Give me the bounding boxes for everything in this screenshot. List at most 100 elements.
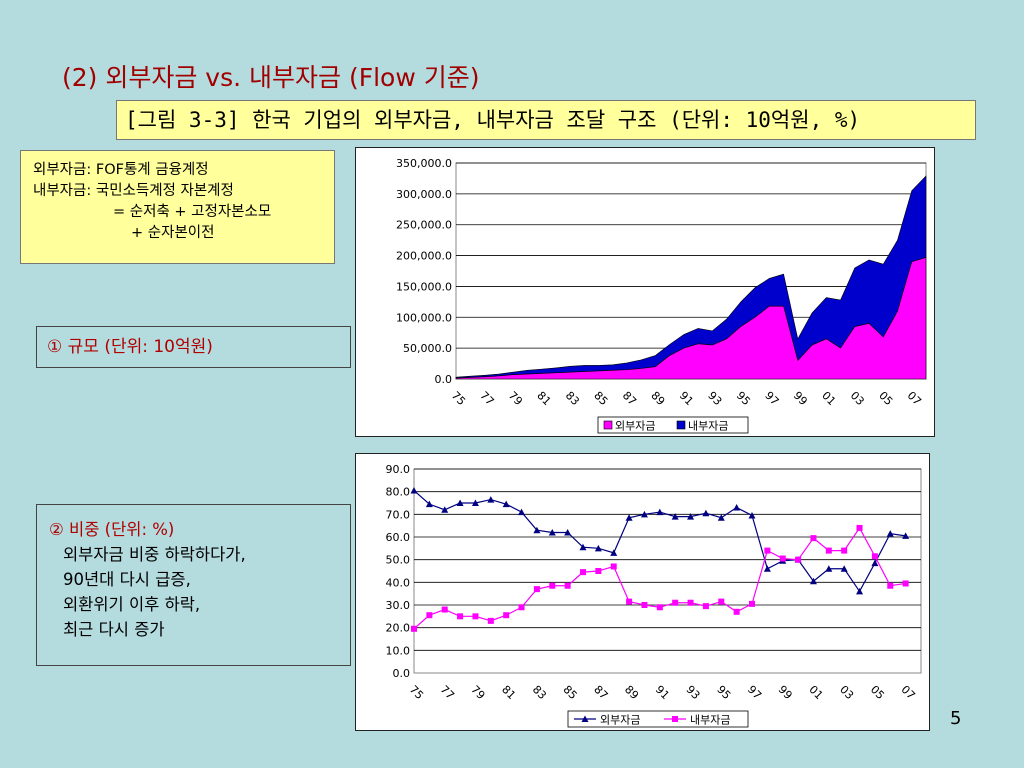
- data-point: [856, 587, 864, 595]
- share-line-chart: 0.0 10.0 20.0 30.0 40.0 50.0 60.0 70.0 80.0 90.0 7…: [355, 453, 930, 731]
- x-tick-label: 91: [653, 683, 672, 702]
- data-point: [471, 499, 479, 506]
- y-tick-label: 70.0: [386, 508, 411, 521]
- x-tick-label: 05: [876, 389, 895, 408]
- data-point: [672, 599, 679, 606]
- page-number: 5: [950, 708, 962, 729]
- scale-label: ① 규모 (단위: 10억원): [36, 326, 351, 368]
- x-tick-label: 93: [683, 683, 702, 702]
- data-point: [518, 604, 525, 611]
- data-point: [809, 577, 817, 585]
- data-point: [548, 528, 556, 536]
- note-line: + 순자본이전: [131, 225, 215, 241]
- share-line-chart-svg: 0.0 10.0 20.0 30.0 40.0 50.0 60.0 70.0 80.0 90.0 7…: [386, 463, 922, 728]
- data-point: [687, 513, 695, 520]
- data-point: [733, 504, 741, 511]
- data-point: [656, 604, 663, 611]
- x-tick-label: 77: [438, 683, 457, 702]
- data-point: [626, 598, 633, 605]
- x-tick-label: 91: [677, 389, 696, 408]
- share-note-line: 90년대 다시 급증,: [63, 570, 191, 589]
- data-point: [779, 555, 786, 562]
- y-tick-label: 350,000.0: [396, 157, 452, 170]
- y-tick-label: 150,000.0: [396, 280, 452, 293]
- x-tick-label: 01: [806, 683, 825, 702]
- data-point: [702, 603, 709, 610]
- data-point: [641, 602, 648, 608]
- legend-label: 외부자금: [600, 714, 640, 727]
- x-tick-label: 83: [563, 389, 582, 408]
- x-tick-label: 87: [591, 683, 610, 702]
- data-point: [795, 556, 802, 563]
- y-tick-label: 30.0: [386, 599, 411, 612]
- y-tick-label: 0.0: [435, 373, 453, 386]
- x-tick-label: 85: [591, 389, 610, 408]
- data-point: [564, 528, 572, 536]
- legend-label: 내부자금: [688, 420, 728, 433]
- data-point: [411, 625, 417, 632]
- data-point: [671, 513, 679, 520]
- y-tick-label: 200,000.0: [396, 250, 452, 263]
- x-tick-label: 99: [776, 683, 795, 702]
- y-tick-label: 80.0: [386, 486, 411, 499]
- y-tick-label: 100,000.0: [396, 311, 452, 324]
- note-line: = 순저축 + 고정자본소모: [113, 204, 272, 220]
- legend-label: 내부자금: [690, 714, 730, 727]
- data-point: [594, 544, 602, 552]
- note-line: 외부자금: FOF통계 금융계정: [33, 162, 209, 178]
- x-tick-label: 79: [506, 389, 525, 408]
- x-tick-label: 97: [762, 389, 781, 408]
- definition-note-box: 외부자금: FOF통계 금융계정 내부자금: 국민소득계정 자본계정 = 순저축…: [20, 150, 335, 264]
- x-tick-label: 89: [648, 389, 667, 408]
- y-tick-label: 10.0: [386, 644, 411, 657]
- data-point: [825, 547, 832, 554]
- y-tick-label: 20.0: [386, 622, 411, 635]
- x-tick-label: 77: [477, 389, 496, 408]
- data-point: [718, 598, 725, 605]
- data-point: [595, 568, 602, 574]
- y-tick-label: 300,000.0: [396, 188, 452, 201]
- data-point: [656, 508, 664, 516]
- data-point: [841, 547, 848, 554]
- data-point: [502, 500, 510, 508]
- data-point: [456, 499, 464, 506]
- x-tick-label: 99: [791, 389, 810, 408]
- x-tick-label: 95: [714, 683, 733, 702]
- y-tick-label: 90.0: [386, 463, 411, 476]
- x-tick-label: 75: [407, 683, 426, 702]
- data-point: [764, 547, 771, 554]
- data-point: [902, 580, 909, 587]
- data-point: [610, 563, 617, 570]
- data-point: [886, 530, 894, 537]
- data-point: [487, 617, 494, 624]
- legend-marker: [581, 715, 589, 722]
- legend-swatch-internal: [676, 420, 686, 430]
- legend-label: 외부자금: [615, 420, 655, 433]
- data-point: [840, 565, 848, 572]
- series-area-external: [455, 257, 927, 380]
- data-point: [810, 535, 817, 542]
- x-tick-label: 81: [499, 683, 518, 702]
- data-point: [871, 559, 879, 567]
- share-note-line: 외환위기 이후 하락,: [63, 595, 201, 614]
- data-point: [426, 612, 433, 619]
- data-point: [748, 511, 756, 519]
- data-point: [487, 496, 495, 503]
- data-point: [503, 612, 510, 619]
- x-tick-label: 81: [534, 389, 553, 408]
- plot-area: [413, 468, 922, 674]
- y-tick-label: 50,000.0: [403, 342, 452, 355]
- data-point: [717, 514, 725, 521]
- legend: [567, 710, 749, 728]
- x-tick-label: 01: [819, 389, 838, 408]
- data-point: [425, 500, 433, 508]
- y-tick-label: 250,000.0: [396, 219, 452, 232]
- data-point: [640, 510, 648, 518]
- data-point: [441, 506, 449, 513]
- x-tick-label: 89: [622, 683, 641, 702]
- share-label-box: ② 비중 (단위: %) 외부자금 비중 하락하다가, 90년대 다시 급증, …: [36, 504, 351, 666]
- data-point: [763, 565, 771, 572]
- figure-caption: [그림 3-3] 한국 기업의 외부자금, 내부자금 조달 구조 (단위: 10…: [116, 100, 976, 140]
- x-tick-label: 05: [868, 683, 887, 702]
- y-tick-label: 40.0: [386, 576, 411, 589]
